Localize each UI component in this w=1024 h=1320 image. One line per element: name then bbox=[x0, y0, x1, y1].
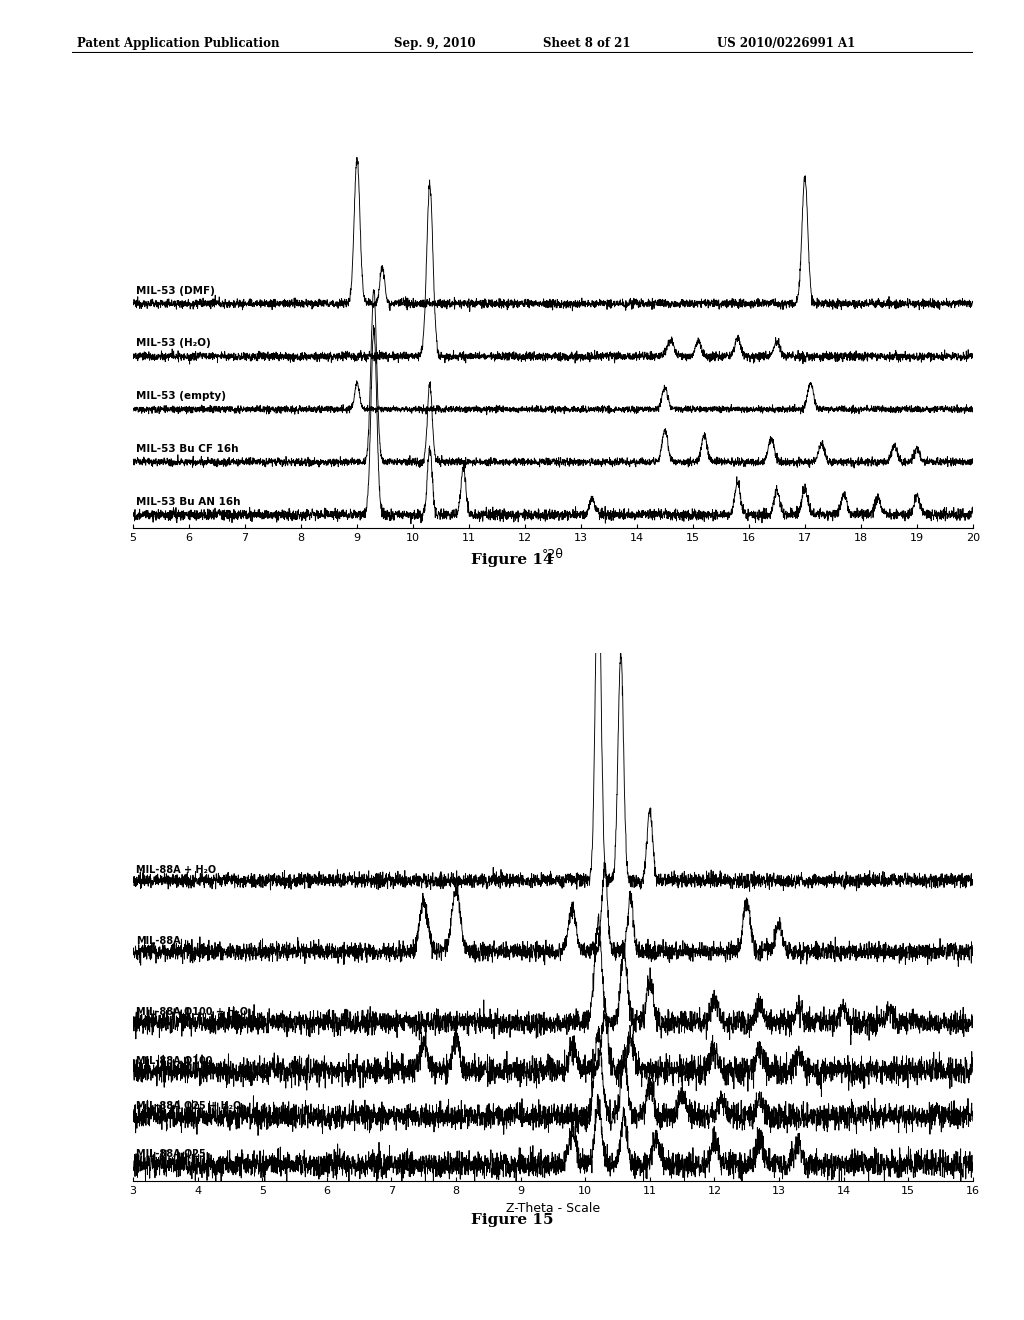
Text: MIL-53 (empty): MIL-53 (empty) bbox=[136, 391, 226, 401]
Text: Sep. 9, 2010: Sep. 9, 2010 bbox=[394, 37, 476, 50]
Text: MIL-88A Q100 + H₂O: MIL-88A Q100 + H₂O bbox=[136, 1007, 249, 1016]
Text: MIL-88A + H₂O: MIL-88A + H₂O bbox=[136, 865, 216, 875]
X-axis label: Z-Theta - Scale: Z-Theta - Scale bbox=[506, 1201, 600, 1214]
Text: MIL-88A Q25: MIL-88A Q25 bbox=[136, 1148, 206, 1159]
Text: Figure 14: Figure 14 bbox=[471, 553, 553, 566]
Text: MIL-53 (H₂O): MIL-53 (H₂O) bbox=[136, 338, 211, 348]
Text: Figure 15: Figure 15 bbox=[471, 1213, 553, 1226]
Text: Sheet 8 of 21: Sheet 8 of 21 bbox=[543, 37, 630, 50]
X-axis label: °2θ: °2θ bbox=[542, 548, 564, 561]
Text: MIL-88A Q25 + H₂O: MIL-88A Q25 + H₂O bbox=[136, 1101, 242, 1110]
Text: Patent Application Publication: Patent Application Publication bbox=[77, 37, 280, 50]
Text: MIL-53 (DMF): MIL-53 (DMF) bbox=[136, 285, 215, 296]
Text: MIL-88A Q100: MIL-88A Q100 bbox=[136, 1055, 213, 1065]
Text: MIL-53 Bu AN 16h: MIL-53 Bu AN 16h bbox=[136, 496, 241, 507]
Text: MIL-53 Bu CF 16h: MIL-53 Bu CF 16h bbox=[136, 444, 239, 454]
Text: US 2010/0226991 A1: US 2010/0226991 A1 bbox=[717, 37, 855, 50]
Text: MIL-88A: MIL-88A bbox=[136, 936, 181, 946]
